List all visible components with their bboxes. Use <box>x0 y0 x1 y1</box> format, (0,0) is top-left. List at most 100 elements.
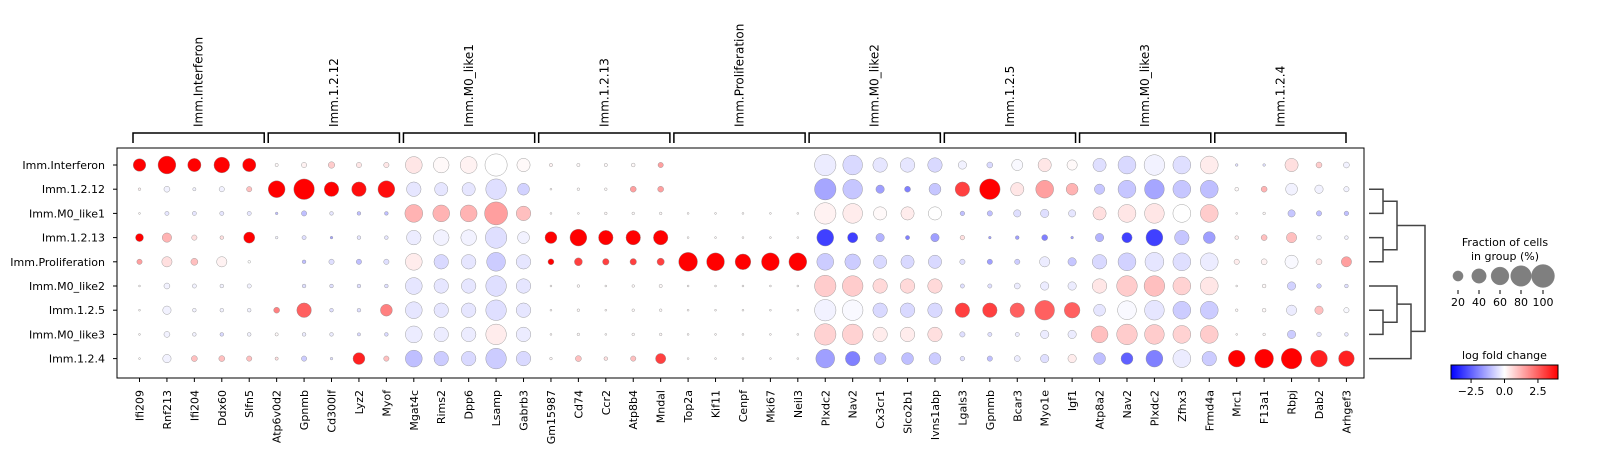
dot <box>900 157 916 173</box>
dot <box>604 309 607 312</box>
dot <box>219 235 224 240</box>
dot <box>769 357 772 360</box>
dot <box>686 357 690 360</box>
dot <box>383 355 390 362</box>
dot <box>1316 283 1322 289</box>
dot <box>1094 183 1105 195</box>
bracket <box>1214 132 1347 143</box>
size-legend-dot <box>1452 270 1464 282</box>
dot <box>576 187 580 191</box>
dot <box>517 183 530 196</box>
dot <box>192 187 197 192</box>
dot <box>928 254 942 269</box>
dot <box>274 356 279 361</box>
dot <box>132 158 146 172</box>
dot <box>1200 180 1219 199</box>
dot <box>1287 281 1296 291</box>
dot <box>1068 209 1076 218</box>
dot <box>1014 355 1021 362</box>
dot <box>485 323 507 345</box>
gene-label: Neil3 <box>792 390 805 418</box>
dot <box>517 231 530 244</box>
dot <box>979 178 1001 200</box>
dot <box>247 308 252 313</box>
dot <box>1040 208 1050 218</box>
colorbar-tick-label: 0.0 <box>1496 385 1514 398</box>
gene-label: Atp8b4 <box>627 390 640 430</box>
dot <box>1095 233 1104 243</box>
gene-label: Gpnmb <box>298 390 311 430</box>
dot <box>516 158 531 172</box>
dot <box>516 254 531 270</box>
dot <box>655 353 667 364</box>
dot <box>246 211 252 216</box>
dot <box>328 258 335 265</box>
dot <box>631 284 635 288</box>
dot <box>905 235 910 240</box>
gene-label: Ifi204 <box>188 390 201 421</box>
dot <box>242 158 257 172</box>
dot <box>162 305 172 315</box>
dot <box>243 231 255 244</box>
dot <box>162 354 172 363</box>
dot <box>769 284 772 288</box>
dot <box>1092 278 1108 294</box>
gene-label: Slfn5 <box>243 390 256 418</box>
dot <box>769 212 772 215</box>
dot <box>986 355 993 362</box>
gene-label: Atp8a2 <box>1094 390 1107 429</box>
dot <box>1200 301 1219 320</box>
dot <box>1144 324 1165 345</box>
dot <box>163 186 171 193</box>
dot <box>872 326 888 342</box>
size-legend-title: Fraction of cells <box>1462 236 1548 249</box>
dot <box>547 258 555 265</box>
dot <box>1260 234 1268 241</box>
row-label: Imm.Interferon <box>22 159 105 172</box>
dot <box>216 256 228 268</box>
dot <box>814 275 837 297</box>
dot <box>686 236 690 239</box>
dot <box>138 333 141 336</box>
dot <box>163 331 171 338</box>
dot <box>1344 283 1349 289</box>
dot <box>657 186 664 193</box>
dot <box>405 253 423 271</box>
dendrogram-link <box>1369 188 1384 215</box>
dot <box>814 154 837 176</box>
dot <box>516 326 531 342</box>
dot <box>516 302 531 318</box>
dot <box>157 155 177 175</box>
dot <box>930 233 940 243</box>
dot <box>460 204 478 222</box>
size-legend-title: in group (%) <box>1471 250 1539 263</box>
dot <box>434 182 449 197</box>
gene-label: Zfhx3 <box>1176 390 1189 422</box>
dot <box>1041 234 1048 241</box>
dot <box>192 308 197 313</box>
dot <box>1338 350 1355 367</box>
dot <box>485 178 507 200</box>
dot <box>631 211 635 215</box>
dendrogram-link <box>1369 309 1384 336</box>
dot <box>405 325 423 343</box>
dot <box>604 187 608 191</box>
dot <box>1035 180 1054 199</box>
dot <box>404 204 423 223</box>
dot <box>1011 159 1024 171</box>
dot <box>604 284 607 288</box>
gene-label: Lgals3 <box>956 390 969 426</box>
dot <box>686 284 690 288</box>
size-legend-tick-label: 100 <box>1533 296 1554 309</box>
dot <box>461 351 477 367</box>
dot <box>1172 301 1191 320</box>
dot <box>1034 300 1055 321</box>
dot <box>1117 252 1137 271</box>
dot <box>927 157 943 173</box>
dot <box>484 201 508 226</box>
dendrogram-link <box>1397 224 1426 333</box>
dot <box>192 332 197 337</box>
dot <box>796 236 799 239</box>
dot <box>273 307 280 314</box>
dot <box>928 352 942 365</box>
